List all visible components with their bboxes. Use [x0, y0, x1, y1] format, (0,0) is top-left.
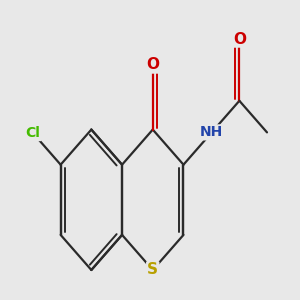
Text: O: O	[233, 32, 246, 46]
Text: NH: NH	[200, 125, 223, 140]
Text: Cl: Cl	[26, 126, 40, 140]
Text: S: S	[147, 262, 158, 278]
Text: O: O	[146, 58, 159, 73]
